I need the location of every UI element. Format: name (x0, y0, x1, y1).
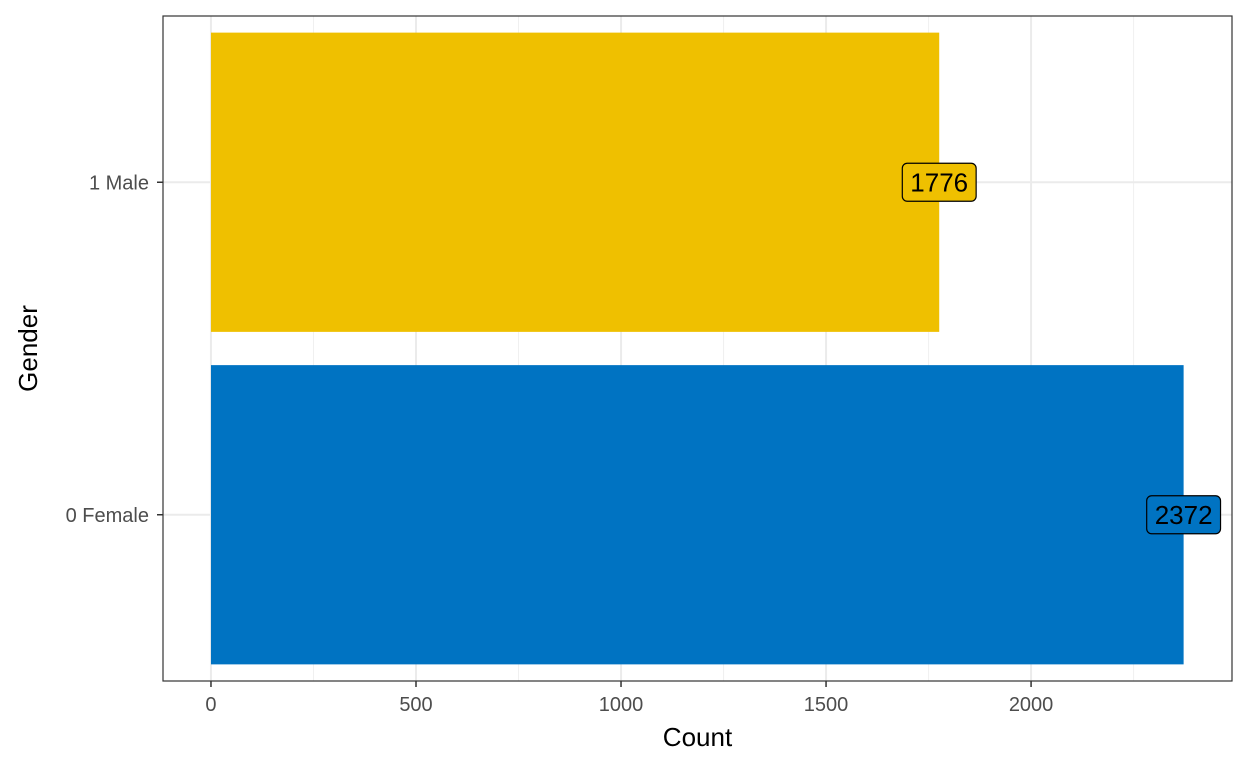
x-tick-label: 2000 (1009, 694, 1054, 716)
x-axis-title: Count (663, 722, 733, 752)
data-label-box (1146, 495, 1222, 535)
data-label-value: 2372 (1155, 500, 1213, 530)
y-axis-title: Gender (13, 305, 43, 392)
y-axis: 0 Female 1 Male (66, 172, 163, 527)
data-label-value: 1776 (910, 167, 968, 197)
x-tick-label: 1500 (804, 694, 849, 716)
bar-1-male (210, 32, 940, 332)
data-label: 2372 (1146, 495, 1222, 535)
data-label-box (901, 162, 977, 202)
y-tick-label: 1 Male (89, 172, 149, 194)
x-tick-label: 500 (399, 694, 432, 716)
x-tick-label: 0 (205, 694, 216, 716)
panel-border (162, 15, 1233, 682)
data-labels: 2372 1776 (901, 162, 1222, 535)
x-tick-label: 1000 (599, 694, 644, 716)
bar-0-female (210, 365, 1184, 665)
y-tick-label: 0 Female (66, 505, 149, 527)
data-label: 1776 (901, 162, 977, 202)
x-axis: 0 500 1000 1500 2000 (205, 681, 1053, 716)
bars (210, 32, 1184, 665)
